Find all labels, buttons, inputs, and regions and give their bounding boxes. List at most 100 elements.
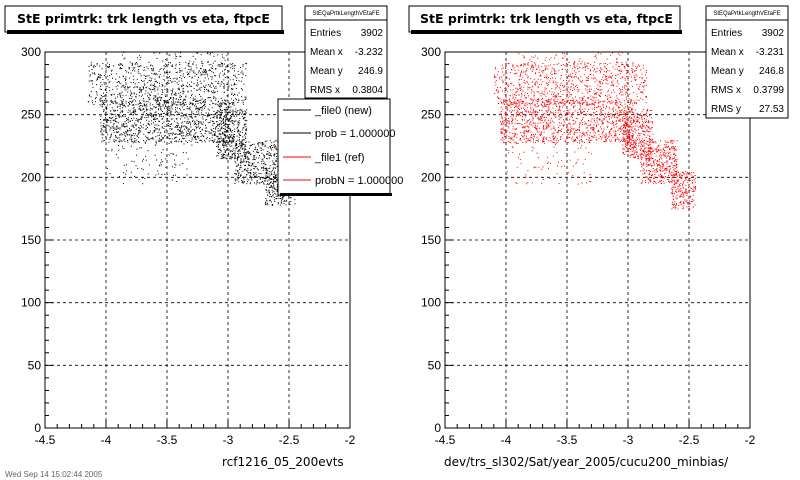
left-data-point <box>228 123 230 125</box>
right-data-point <box>639 126 641 128</box>
left-data-point <box>273 199 275 201</box>
left-data-point <box>270 154 272 156</box>
right-data-point <box>604 141 606 143</box>
left-data-point <box>99 100 101 102</box>
right-data-point <box>613 116 615 118</box>
right-data-point <box>587 104 588 106</box>
left-data-point <box>143 98 144 100</box>
left-data-point <box>117 81 119 82</box>
right-data-point <box>515 87 517 89</box>
left-data-point <box>236 143 237 145</box>
left-data-point <box>178 87 180 89</box>
left-data-point <box>110 127 112 129</box>
right-data-point <box>618 120 620 122</box>
right-data-point <box>516 102 518 104</box>
left-data-point <box>270 153 272 155</box>
left-data-point <box>152 122 154 124</box>
left-data-point <box>182 93 184 95</box>
right-data-point <box>515 115 517 117</box>
left-data-point <box>231 140 233 142</box>
right-data-point <box>544 105 546 107</box>
left-data-point <box>139 108 141 110</box>
left-data-point <box>132 70 134 72</box>
left-data-point <box>263 183 265 185</box>
left-data-point <box>159 137 160 139</box>
left-data-point <box>197 121 199 123</box>
left-data-point <box>225 130 227 131</box>
left-data-point <box>167 112 169 114</box>
right-data-point <box>546 104 548 105</box>
left-data-point <box>148 132 150 134</box>
right-data-point <box>636 117 638 118</box>
left-data-point <box>226 114 228 116</box>
right-data-point <box>608 108 610 110</box>
left-data-point <box>215 81 217 83</box>
right-data-point <box>529 104 531 106</box>
right-data-point <box>576 87 578 88</box>
left-data-point <box>143 80 145 82</box>
right-data-point <box>511 139 513 141</box>
left-data-point <box>197 114 199 116</box>
right-data-point <box>598 88 600 90</box>
left-data-point <box>212 121 214 123</box>
right-data-point <box>509 110 511 112</box>
right-data-point <box>572 116 573 118</box>
right-data-point <box>632 62 634 64</box>
left-data-point <box>110 100 112 102</box>
right-data-point <box>496 74 498 76</box>
left-data-point <box>166 137 168 139</box>
left-data-point <box>184 102 186 103</box>
left-data-point <box>245 75 247 77</box>
right-data-point <box>578 129 580 131</box>
right-data-point <box>567 123 569 124</box>
right-data-point <box>591 127 593 129</box>
left-data-point <box>187 108 189 110</box>
right-data-point <box>528 103 530 104</box>
left-data-point <box>204 71 206 72</box>
left-data-point <box>182 100 184 102</box>
right-data-point <box>594 132 596 134</box>
left-data-point <box>189 60 191 62</box>
left-data-point <box>238 80 240 82</box>
left-data-point <box>158 120 160 122</box>
left-data-point <box>152 104 154 106</box>
right-data-point <box>522 119 523 121</box>
left-data-point <box>90 64 92 66</box>
right-data-point <box>620 77 622 79</box>
right-data-point <box>535 142 536 143</box>
left-data-point <box>169 108 171 110</box>
left-data-point <box>118 115 119 117</box>
left-data-point <box>127 121 129 123</box>
right-data-point <box>534 127 536 129</box>
right-data-point <box>584 100 586 102</box>
left-data-point <box>223 122 225 123</box>
right-data-point <box>622 141 624 142</box>
left-data-point <box>188 69 190 70</box>
right-data-point <box>605 138 607 140</box>
left-data-point <box>159 52 161 54</box>
right-data-point <box>545 123 547 125</box>
left-data-point <box>96 77 98 79</box>
left-data-point <box>176 82 178 84</box>
right-data-point <box>568 79 570 81</box>
left-data-point <box>163 101 165 103</box>
right-data-point <box>555 95 557 97</box>
right-data-point <box>614 134 616 136</box>
right-data-point <box>511 138 512 140</box>
left-data-point <box>140 95 142 97</box>
right-data-point <box>502 82 504 84</box>
left-data-point <box>130 112 132 114</box>
left-data-point <box>127 86 128 88</box>
right-data-point <box>522 101 524 102</box>
left-data-point <box>232 63 234 64</box>
right-data-point <box>540 134 542 135</box>
left-data-point <box>105 68 107 70</box>
right-data-point <box>593 104 595 106</box>
left-data-point <box>231 151 233 152</box>
right-data-point <box>647 116 648 118</box>
right-data-point <box>599 109 601 111</box>
left-data-point <box>243 117 245 119</box>
right-data-point <box>534 113 536 115</box>
right-data-point <box>568 113 570 115</box>
left-data-point <box>222 56 224 58</box>
